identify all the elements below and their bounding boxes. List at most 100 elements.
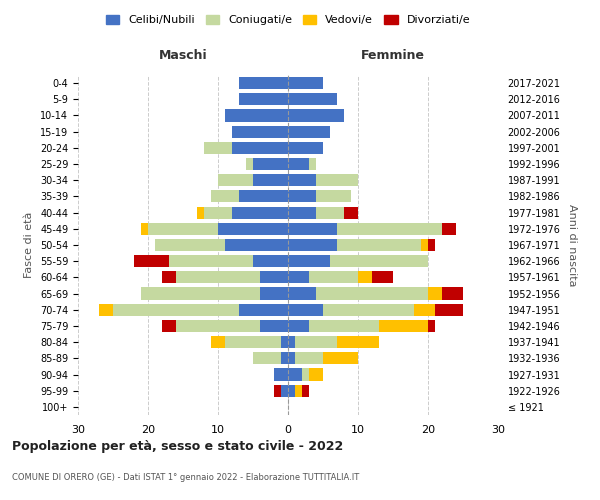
Bar (281, 352, 288, 364)
Bar (162, 320, 176, 332)
Bar (274, 384, 281, 397)
Bar (372, 272, 393, 283)
Bar (288, 304, 323, 316)
Text: COMUNE DI ORERO (GE) - Dati ISTAT 1° gennaio 2022 - Elaborazione TUTTITALIA.IT: COMUNE DI ORERO (GE) - Dati ISTAT 1° gen… (12, 473, 359, 482)
Bar (239, 77, 288, 89)
Bar (309, 320, 379, 332)
Bar (239, 93, 288, 106)
Bar (288, 288, 316, 300)
Bar (232, 126, 288, 138)
Bar (211, 336, 225, 348)
Bar (155, 239, 225, 251)
Bar (323, 304, 414, 316)
Legend: Celibi/Nubili, Coniugati/e, Vedovi/e, Divorziati/e: Celibi/Nubili, Coniugati/e, Vedovi/e, Di… (101, 10, 475, 30)
Bar (288, 272, 309, 283)
Bar (253, 174, 288, 186)
Bar (428, 288, 442, 300)
Bar (288, 158, 309, 170)
Bar (302, 384, 309, 397)
Text: Maschi: Maschi (158, 49, 208, 62)
Bar (309, 158, 316, 170)
Bar (309, 368, 323, 380)
Bar (204, 142, 232, 154)
Bar (288, 110, 344, 122)
Bar (113, 304, 239, 316)
Bar (442, 222, 456, 235)
Bar (253, 158, 288, 170)
Text: Popolazione per età, sesso e stato civile - 2022: Popolazione per età, sesso e stato civil… (12, 440, 343, 453)
Bar (309, 272, 358, 283)
Bar (435, 304, 463, 316)
Bar (442, 288, 463, 300)
Bar (295, 384, 302, 397)
Bar (288, 222, 337, 235)
Bar (302, 368, 309, 380)
Bar (428, 239, 435, 251)
Bar (316, 206, 344, 218)
Bar (239, 190, 288, 202)
Bar (358, 272, 372, 283)
Bar (197, 206, 204, 218)
Bar (295, 352, 323, 364)
Text: Femmine: Femmine (361, 49, 425, 62)
Bar (428, 320, 435, 332)
Bar (414, 304, 435, 316)
Bar (141, 288, 260, 300)
Bar (148, 222, 218, 235)
Bar (232, 206, 288, 218)
Bar (344, 206, 358, 218)
Bar (162, 272, 176, 283)
Bar (211, 190, 239, 202)
Bar (141, 222, 148, 235)
Bar (225, 239, 288, 251)
Bar (337, 336, 379, 348)
Bar (225, 110, 288, 122)
Bar (260, 272, 288, 283)
Bar (288, 77, 323, 89)
Bar (288, 126, 330, 138)
Bar (330, 255, 428, 268)
Bar (169, 255, 253, 268)
Bar (288, 352, 295, 364)
Bar (260, 288, 288, 300)
Bar (288, 336, 295, 348)
Bar (323, 352, 358, 364)
Bar (218, 174, 253, 186)
Bar (239, 304, 288, 316)
Bar (316, 190, 351, 202)
Bar (295, 336, 337, 348)
Bar (232, 142, 288, 154)
Bar (281, 384, 288, 397)
Bar (204, 206, 232, 218)
Bar (176, 320, 260, 332)
Bar (253, 352, 281, 364)
Bar (99, 304, 113, 316)
Bar (288, 368, 302, 380)
Bar (281, 336, 288, 348)
Bar (421, 239, 428, 251)
Bar (288, 174, 316, 186)
Bar (288, 190, 316, 202)
Y-axis label: Fasce di età: Fasce di età (25, 212, 34, 278)
Bar (288, 239, 337, 251)
Bar (288, 93, 337, 106)
Bar (260, 320, 288, 332)
Bar (253, 255, 288, 268)
Bar (274, 368, 288, 380)
Bar (288, 142, 323, 154)
Bar (288, 384, 295, 397)
Bar (134, 255, 169, 268)
Bar (316, 288, 428, 300)
Bar (176, 272, 260, 283)
Bar (225, 336, 281, 348)
Bar (246, 158, 253, 170)
Bar (288, 255, 330, 268)
Bar (288, 206, 316, 218)
Bar (316, 174, 358, 186)
Bar (218, 222, 288, 235)
Bar (337, 239, 421, 251)
Bar (379, 320, 428, 332)
Y-axis label: Anni di nascita: Anni di nascita (568, 204, 577, 286)
Bar (337, 222, 442, 235)
Bar (288, 320, 309, 332)
